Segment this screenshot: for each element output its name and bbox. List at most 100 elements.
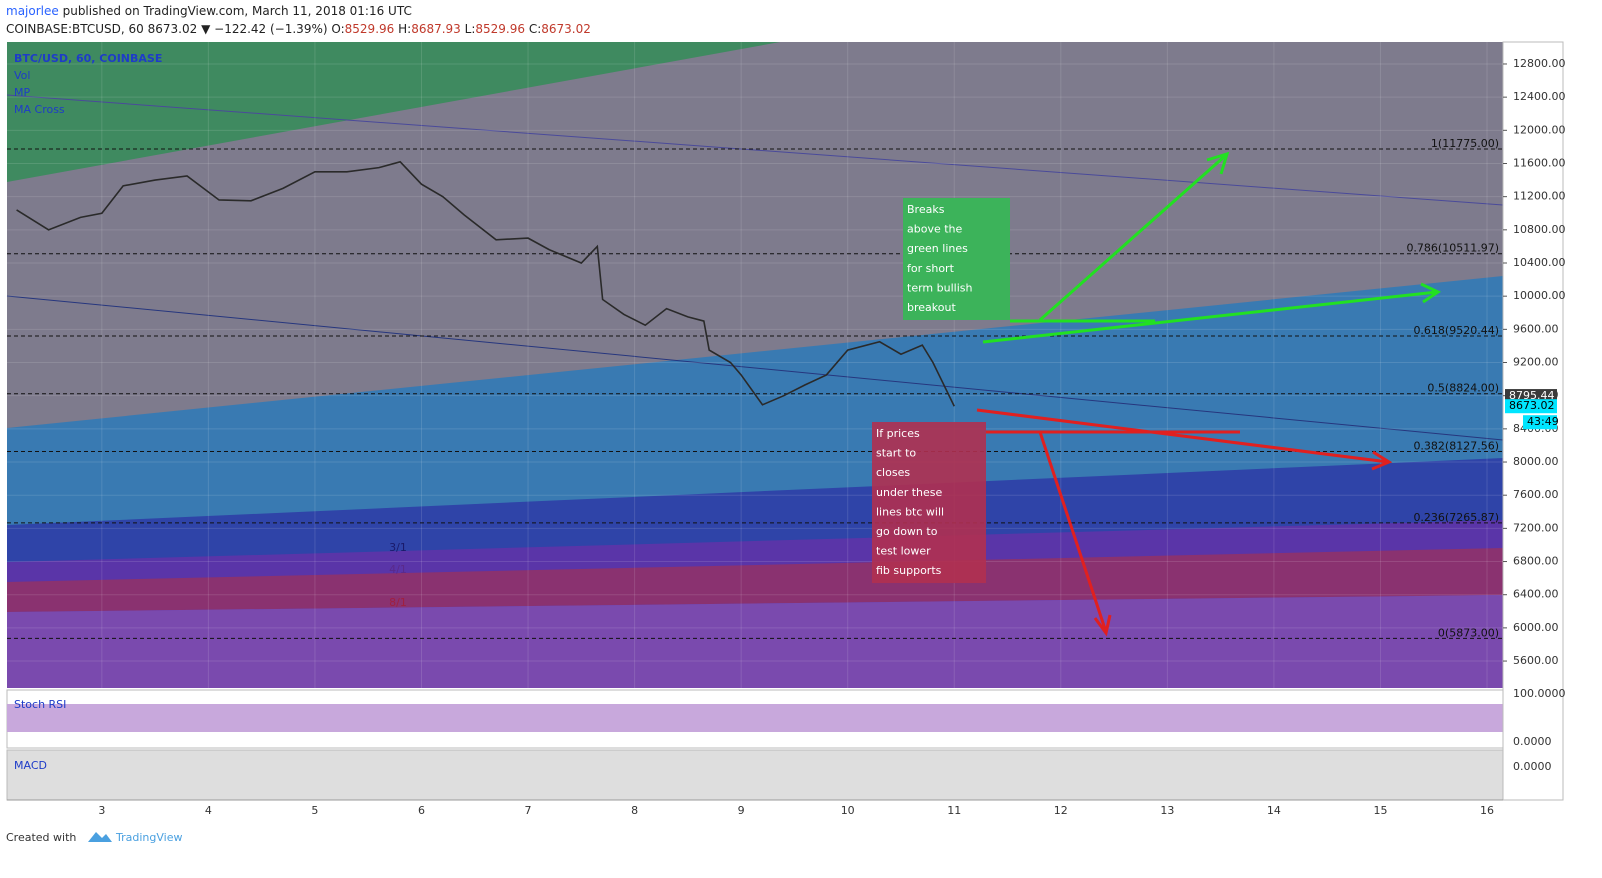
- fan-label: 4/1: [389, 563, 407, 576]
- publisher: majorlee: [6, 4, 59, 18]
- x-tick-label: 16: [1480, 804, 1494, 817]
- y-tick-label: 6800.00: [1513, 555, 1559, 568]
- y-tick-label: 12000.00: [1513, 123, 1566, 136]
- y-tick-label: 10000.00: [1513, 289, 1566, 302]
- fib-label: 0(5873.00): [1438, 626, 1499, 639]
- annotation-text: green lines: [907, 242, 968, 255]
- y-tick-label: 11600.00: [1513, 156, 1566, 169]
- ohlc-label: C:: [529, 22, 541, 36]
- y-tick-label: 12800.00: [1513, 57, 1566, 70]
- trend-line: [6, 295, 1504, 441]
- annotation-text: go down to: [876, 525, 938, 538]
- fib-label: 0.786(10511.97): [1406, 242, 1499, 255]
- ohlc-value: 8529.96: [475, 22, 525, 36]
- pane-tick: 0.0000: [1513, 735, 1552, 748]
- annotation-text: under these: [876, 486, 942, 499]
- x-tick-label: 10: [841, 804, 855, 817]
- legend-entry: BTC/USD, 60, COINBASE: [14, 52, 162, 65]
- x-tick-label: 9: [738, 804, 745, 817]
- brand: TradingView: [115, 831, 182, 844]
- legend-entry: MP: [14, 86, 30, 99]
- fan-label: 3/1: [389, 541, 407, 554]
- arrow: [1038, 431, 1112, 637]
- annotation-text: term bullish: [907, 281, 972, 294]
- x-tick-label: 11: [947, 804, 961, 817]
- y-tick-label: 9600.00: [1513, 322, 1559, 335]
- x-tick-label: 15: [1373, 804, 1387, 817]
- annotation-text: breakout: [907, 301, 956, 314]
- x-tick-label: 13: [1160, 804, 1174, 817]
- arrows-red: [976, 408, 1393, 637]
- y-tick-label: 11200.00: [1513, 190, 1566, 203]
- y-tick-label: 10400.00: [1513, 256, 1566, 269]
- pane-title: MACD: [14, 759, 47, 772]
- legend-entry: Vol: [14, 69, 30, 82]
- created-with: Created with: [6, 831, 76, 844]
- pane-tick: 100.0000: [1513, 687, 1566, 700]
- last: 8673.02: [148, 22, 198, 36]
- pane-title: Stoch RSI: [14, 698, 66, 711]
- ohlc-label: O:: [331, 22, 344, 36]
- macd-pane: [6, 749, 1504, 801]
- annotation-text: Breaks: [907, 203, 945, 216]
- annotation-text: start to: [876, 447, 916, 460]
- annotation-text: lines btc will: [876, 505, 944, 518]
- fan-label: 8/1: [389, 596, 407, 609]
- price-tag-label: 8795.44: [1509, 389, 1555, 402]
- footer: Created with TradingView: [6, 831, 182, 844]
- x-tick-label: 6: [418, 804, 425, 817]
- y-tick-label: 5600.00: [1513, 654, 1559, 667]
- change: ▼ −122.42 (−1.39%): [201, 22, 327, 36]
- annotation-text: closes: [876, 466, 910, 479]
- ohlc-label: H:: [398, 22, 411, 36]
- y-tick-label: 6000.00: [1513, 621, 1559, 634]
- arrow: [1039, 151, 1230, 322]
- y-tick-label: 8000.00: [1513, 455, 1559, 468]
- x-tick-label: 4: [205, 804, 212, 817]
- fib-label: 0.5(8824.00): [1427, 382, 1499, 395]
- x-tick-label: 3: [98, 804, 105, 817]
- annotation-box: [872, 422, 986, 583]
- pane-tick: 0.0000: [1513, 760, 1552, 773]
- fan-violet: [7, 595, 1503, 688]
- annotation-text: for short: [907, 262, 955, 275]
- countdown-tag: [1523, 415, 1557, 430]
- plot: 1(11775.00) 0.786(10511.97) 0.618(9520.44)…: [7, 42, 1503, 800]
- ohlc-value: 8529.96: [345, 22, 395, 36]
- symbol-line: COINBASE:BTCUSD, 60 8673.02 ▼ −122.42 (−…: [6, 22, 591, 36]
- x-tick-label: 7: [525, 804, 532, 817]
- published: published on TradingView.com, March 11, …: [63, 4, 412, 18]
- trend-line: [6, 94, 1504, 206]
- annotation-text: fib supports: [876, 564, 942, 577]
- y-tick-label: 6400.00: [1513, 588, 1559, 601]
- arrows-green: [982, 151, 1442, 344]
- x-tick-label: 12: [1054, 804, 1068, 817]
- y-tick-label: 9200.00: [1513, 356, 1559, 369]
- fib-label: 0.236(7265.87): [1413, 511, 1499, 524]
- y-tick-label: 12400.00: [1513, 90, 1566, 103]
- header-line: majorlee published on TradingView.com, M…: [6, 4, 412, 18]
- stoch-band: [7, 704, 1503, 732]
- countdown: 43:49: [1527, 415, 1559, 428]
- fib-label: 0.382(8127.56): [1413, 439, 1499, 452]
- price-tag-label: 8673.02: [1509, 399, 1555, 412]
- x-tick-label: 8: [631, 804, 638, 817]
- arrow: [982, 282, 1442, 344]
- ohlc-label: L:: [465, 22, 476, 36]
- price-tag: [1505, 399, 1557, 414]
- y-tick-label: 7600.00: [1513, 488, 1559, 501]
- ohlc-value: 8687.93: [411, 22, 461, 36]
- annotation-text: test lower: [876, 545, 931, 558]
- x-tick-label: 5: [311, 804, 318, 817]
- annotation-text: If prices: [876, 427, 920, 440]
- arrow: [976, 408, 1393, 471]
- annotation-box: [903, 198, 1010, 320]
- x-tick-label: 14: [1267, 804, 1281, 817]
- symbol: COINBASE:BTCUSD, 60: [6, 22, 144, 36]
- fib-label: 1(11775.00): [1431, 137, 1499, 150]
- legend-entry: MA Cross: [14, 103, 65, 116]
- fib-label: 0.618(9520.44): [1413, 324, 1499, 337]
- price-line: [16, 160, 955, 407]
- ohlc-value: 8673.02: [541, 22, 591, 36]
